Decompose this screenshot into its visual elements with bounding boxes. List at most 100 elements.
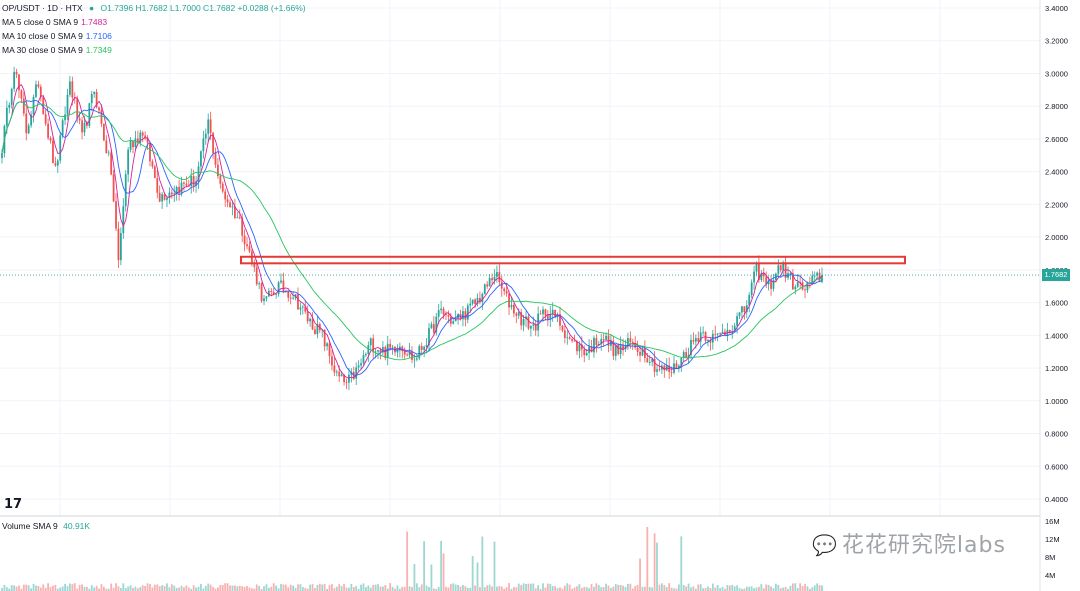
symbol-title[interactable]: OP/USDT · 1D · HTX	[2, 3, 83, 13]
ma10-legend[interactable]: MA 10 close 0 SMA 9 1.7106	[2, 30, 112, 42]
candle-body	[738, 312, 741, 317]
candle-body	[81, 120, 83, 133]
volume-bar	[294, 587, 297, 591]
candle-body	[493, 276, 496, 281]
volume-bar	[386, 588, 389, 591]
candle-body	[270, 290, 273, 292]
ma5-legend[interactable]: MA 5 close 0 SMA 9 1.7483	[2, 16, 107, 28]
candle-body	[503, 288, 506, 292]
candle-body	[282, 280, 285, 292]
volume-bar	[709, 587, 712, 591]
candle-body	[760, 273, 763, 280]
volume-bar	[297, 584, 299, 591]
volume-bar	[755, 587, 758, 591]
candle-body	[505, 291, 508, 294]
candle-body	[76, 98, 79, 119]
volume-bar	[442, 553, 445, 591]
candle-body	[641, 348, 644, 356]
volume-bar	[546, 583, 549, 591]
candle-body	[119, 233, 122, 261]
candle-body	[275, 294, 278, 295]
volume-bar	[505, 587, 508, 591]
candle-body	[675, 363, 678, 369]
volume-bar	[403, 586, 406, 591]
candle-body	[512, 304, 515, 314]
volume-legend[interactable]: Volume SMA 9 40.91K	[2, 521, 90, 531]
volume-bar	[670, 587, 673, 591]
volume-bar	[299, 584, 302, 591]
candle-body	[158, 192, 161, 202]
candle-body	[551, 309, 554, 315]
candle-body	[238, 217, 241, 219]
candle-body	[183, 182, 185, 184]
resistance-zone-box[interactable]	[240, 255, 906, 265]
volume-bar	[18, 585, 20, 591]
candle-body	[466, 305, 469, 320]
candle-body	[163, 194, 166, 200]
volume-bar	[27, 585, 30, 591]
watermark: 💬 花花研究院labs	[812, 527, 1006, 559]
candle-body	[204, 133, 207, 139]
volume-bar	[544, 587, 547, 591]
volume-bar	[30, 588, 33, 591]
volume-bar	[389, 583, 392, 591]
candle-body	[258, 283, 261, 285]
volume-bar	[811, 587, 814, 591]
candle-body	[110, 152, 113, 175]
volume-bar	[496, 586, 498, 591]
volume-bar	[770, 586, 772, 591]
price-tick-label: 2.8000	[1045, 102, 1068, 111]
candle-body	[379, 350, 382, 353]
volume-bar	[47, 583, 49, 591]
volume-bar	[474, 585, 476, 591]
volume-bar	[772, 588, 775, 591]
candle-body	[192, 176, 195, 186]
volume-bar	[100, 584, 103, 591]
volume-bar	[214, 588, 217, 591]
ma30-legend[interactable]: MA 30 close 0 SMA 9 1.7349	[2, 44, 112, 56]
candle-body	[573, 340, 576, 342]
candle-body	[762, 273, 765, 277]
volume-bar	[71, 584, 74, 591]
volume-bar	[42, 584, 45, 591]
candle-body	[529, 325, 532, 329]
candle-body	[362, 355, 365, 364]
candle-body	[381, 346, 384, 353]
volume-bar	[158, 586, 161, 591]
volume-bar	[372, 584, 375, 591]
candle-body	[813, 275, 816, 277]
candle-body	[272, 291, 275, 295]
volume-bar	[639, 558, 641, 591]
volume-bar	[415, 583, 418, 591]
candle-body	[246, 244, 248, 247]
volume-bar	[369, 587, 372, 591]
candle-body	[221, 183, 224, 192]
candle-body	[248, 246, 251, 252]
candle-body	[377, 350, 379, 352]
symbol-header[interactable]: OP/USDT · 1D · HTX ● O1.7396 H1.7682 L1.…	[2, 2, 306, 14]
volume-bar	[102, 586, 105, 591]
volume-bar	[168, 587, 171, 591]
candle-body	[765, 276, 768, 285]
volume-bar	[733, 586, 736, 591]
candle-body	[212, 132, 214, 154]
candle-body	[127, 149, 130, 175]
volume-bar	[275, 585, 278, 591]
volume-bar	[503, 588, 506, 591]
candle-body	[309, 318, 312, 322]
candle-body	[280, 280, 282, 283]
candle-body	[479, 297, 481, 303]
volume-bar	[685, 586, 688, 591]
volume-bar	[236, 586, 239, 591]
candle-body	[471, 299, 474, 304]
tradingview-logo[interactable]: 17	[4, 497, 23, 512]
volume-bar	[112, 587, 115, 591]
volume-bar	[258, 585, 261, 591]
candle-body	[619, 344, 622, 355]
volume-bar	[707, 586, 709, 591]
volume-bar	[556, 588, 559, 591]
volume-bar	[64, 583, 66, 591]
candle-body	[5, 107, 8, 126]
candle-body	[651, 358, 654, 363]
